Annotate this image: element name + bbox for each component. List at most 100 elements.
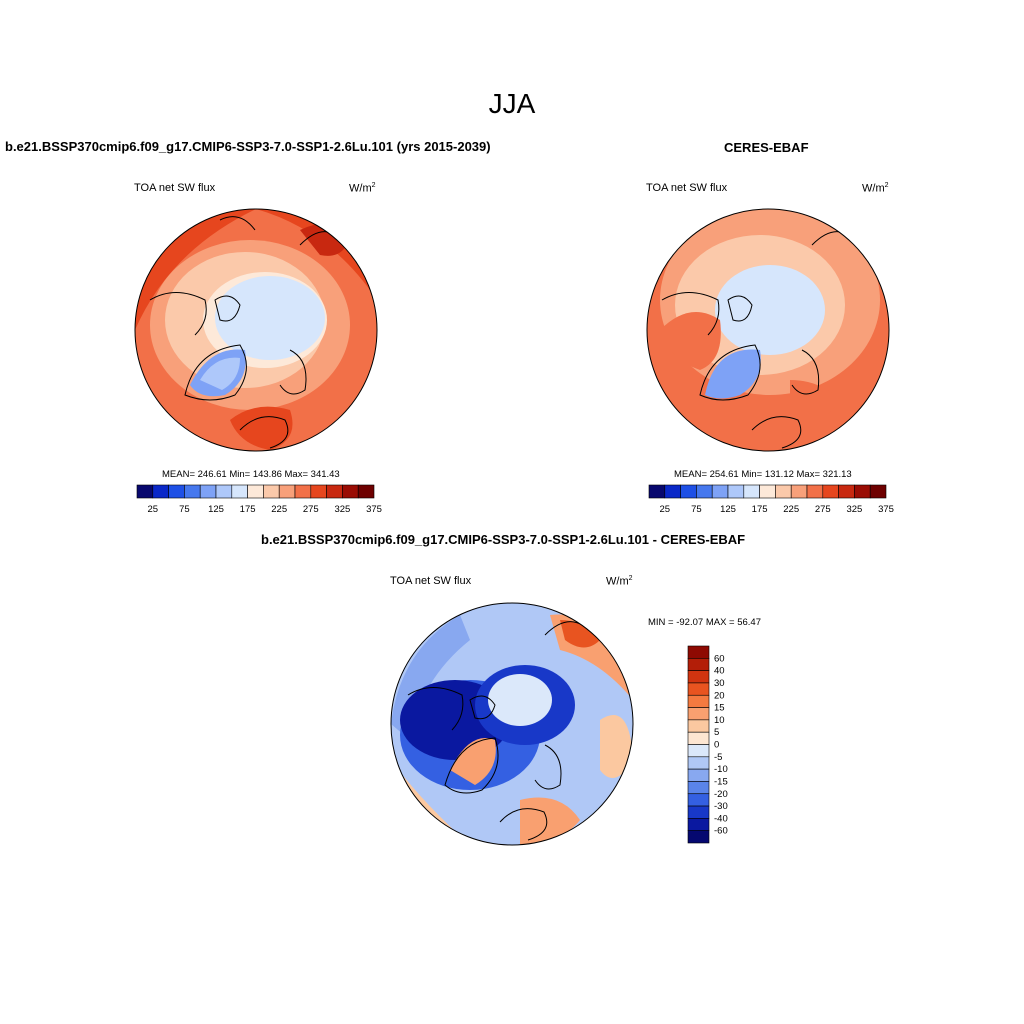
panel-1-colorbar-tick-label: 175 xyxy=(240,504,256,515)
panel-2-colorbar-tick-label: 275 xyxy=(815,504,831,515)
panel-3-colorbar-swatch xyxy=(687,744,710,758)
panel-1-variable-label: TOA net SW flux xyxy=(134,182,216,194)
panel-1-colorbar-tick-label: 375 xyxy=(366,504,382,515)
panel-2-map-border xyxy=(646,208,890,452)
panel-3-colorbar-tick-label: 10 xyxy=(714,715,725,726)
panel-3-colorbar-swatch xyxy=(687,658,710,671)
panel-3-colorbar-tick-label: -10 xyxy=(714,764,728,775)
panel-1-unit-label: W/m2 xyxy=(349,182,376,195)
panel-1-colorbar-swatch xyxy=(263,484,280,499)
panel-2-colorbar-swatch xyxy=(696,484,713,499)
panel-2-colorbar-swatch xyxy=(648,484,666,499)
panel-3-colorbar-swatch xyxy=(687,818,710,831)
panel-1-colorbar-swatch xyxy=(136,484,154,499)
panel-3-min-max: MIN = -92.07 MAX = 56.47 xyxy=(648,617,762,628)
panel-3-polar-map xyxy=(391,603,633,845)
panel-1-colorbar: 25 75 125 175 225 275 325 375 xyxy=(136,484,382,515)
panel-1-stats: MEAN= 246.61 Min= 143.86 Max= 341.43 xyxy=(162,469,340,480)
panel-3-colorbar-tick-label: -40 xyxy=(714,813,728,824)
panel-3-colorbar-swatch xyxy=(687,793,710,807)
panel-2-colorbar-tick-label: 125 xyxy=(720,504,736,515)
panel-1-map-border xyxy=(134,208,378,452)
panel-1-colorbar-swatch xyxy=(357,484,375,499)
panel-3-colorbar-swatch xyxy=(687,768,710,782)
panel-1-colorbar-swatch xyxy=(310,484,327,499)
panel-2-polar-map xyxy=(647,209,889,451)
panel-3-colorbar-swatch xyxy=(687,645,710,659)
panel-3-colorbar-tick-label: -60 xyxy=(714,826,728,837)
panel-3-colorbar-swatch xyxy=(687,805,710,819)
panel-3-colorbar-swatch xyxy=(687,781,710,795)
panel-1-colorbar-tick-label: 75 xyxy=(179,504,190,515)
panel-1-colorbar-swatch xyxy=(168,484,185,499)
panel-2-colorbar-tick-label: 225 xyxy=(783,504,799,515)
panel-3-colorbar-tick-label: 0 xyxy=(714,740,719,751)
panel-3-colorbar-swatch xyxy=(687,719,710,733)
panel-3-colorbar-tick-label: -30 xyxy=(714,801,728,812)
panel-3-colorbar-tick-label: -15 xyxy=(714,776,728,787)
panel-2-colorbar-tick-label: 175 xyxy=(752,504,768,515)
panel-3-colorbar-swatch xyxy=(687,707,710,721)
panel-1-polar-map xyxy=(135,209,377,451)
panel-1-colorbar-tick-label: 325 xyxy=(334,504,350,515)
panel-3-colorbar-tick-label: 40 xyxy=(714,666,725,677)
panel-2-colorbar: 25 75 125 175 225 275 325 375 xyxy=(648,484,894,515)
panel-1-title: b.e21.BSSP370cmip6.f09_g17.CMIP6-SSP3-7.… xyxy=(5,139,491,154)
panel-3-colorbar-swatch xyxy=(687,670,710,684)
panel-1-colorbar-swatch xyxy=(199,484,217,499)
panel-2-colorbar-swatch xyxy=(680,484,697,499)
panel-1-colorbar-tick-label: 275 xyxy=(303,504,319,515)
panel-3-colorbar-tick-label: -20 xyxy=(714,789,728,800)
panel-1-colorbar-tick-label: 25 xyxy=(148,504,159,515)
panel-2-colorbar-swatch xyxy=(869,484,887,499)
panel-3-variable-label: TOA net SW flux xyxy=(390,575,472,587)
panel-2-colorbar-swatch xyxy=(743,484,760,499)
panel-2-colorbar-swatch xyxy=(775,484,792,499)
panel-2-colorbar-tick-label: 325 xyxy=(846,504,862,515)
panel-1-colorbar-swatch xyxy=(184,484,201,499)
panel-1-colorbar-swatch xyxy=(247,484,264,499)
panel-2-colorbar-swatch xyxy=(790,484,808,499)
panel-1-colorbar-swatch xyxy=(326,484,343,499)
panel-2-title: CERES-EBAF xyxy=(724,140,809,155)
panel-1-colorbar-tick-label: 125 xyxy=(208,504,224,515)
panel-2-colorbar-swatch xyxy=(854,484,871,499)
panel-1-colorbar-swatch xyxy=(294,484,312,499)
panel-1-colorbar-swatch xyxy=(152,484,169,499)
panel-3-colorbar-tick-label: 15 xyxy=(714,703,725,714)
panel-3-colorbar-swatch xyxy=(687,830,710,844)
panel-1-colorbar-swatch xyxy=(342,484,359,499)
panel-1-colorbar-swatch xyxy=(215,484,233,499)
panel-1-colorbar-tick-label: 225 xyxy=(271,504,287,515)
panel-3-colorbar-swatch xyxy=(687,756,710,770)
panel-2-colorbar-tick-label: 375 xyxy=(878,504,894,515)
panel-2-colorbar-swatch xyxy=(664,484,681,499)
panel-2-colorbar-swatch xyxy=(759,484,776,499)
panel-3-colorbar-tick-label: 60 xyxy=(714,653,725,664)
panel-2-colorbar-swatch xyxy=(727,484,745,499)
panel-1-colorbar-swatch xyxy=(278,484,296,499)
panel-2-colorbar-swatch xyxy=(838,484,855,499)
panel-3-colorbar-swatch xyxy=(687,694,710,708)
figure-title: JJA xyxy=(488,88,536,119)
panel-3-colorbar-tick-label: 5 xyxy=(714,727,719,738)
panel-3-colorbar-tick-label: 30 xyxy=(714,678,725,689)
panel-3-colorbar-tick-label: 20 xyxy=(714,690,725,701)
panel-3-map-border xyxy=(390,602,634,846)
panel-3-colorbar-tick-label: -5 xyxy=(714,752,722,763)
panel-1-colorbar-swatch xyxy=(231,484,248,499)
panel-2-colorbar-tick-label: 75 xyxy=(691,504,702,515)
panel-3-title: b.e21.BSSP370cmip6.f09_g17.CMIP6-SSP3-7.… xyxy=(261,532,746,547)
panel-2-colorbar-swatch xyxy=(822,484,839,499)
panel-3-colorbar-swatch xyxy=(687,682,710,696)
panel-2-stats: MEAN= 254.61 Min= 131.12 Max= 321.13 xyxy=(674,469,852,480)
panel-2-variable-label: TOA net SW flux xyxy=(646,182,728,194)
panel-2-colorbar-tick-label: 25 xyxy=(660,504,671,515)
panel-2-colorbar-swatch xyxy=(806,484,824,499)
panel-3-colorbar-swatch xyxy=(687,731,710,745)
panel-3-unit-label: W/m2 xyxy=(606,575,633,588)
panel-2-unit-label: W/m2 xyxy=(862,182,889,195)
panel-2-colorbar-swatch xyxy=(711,484,729,499)
